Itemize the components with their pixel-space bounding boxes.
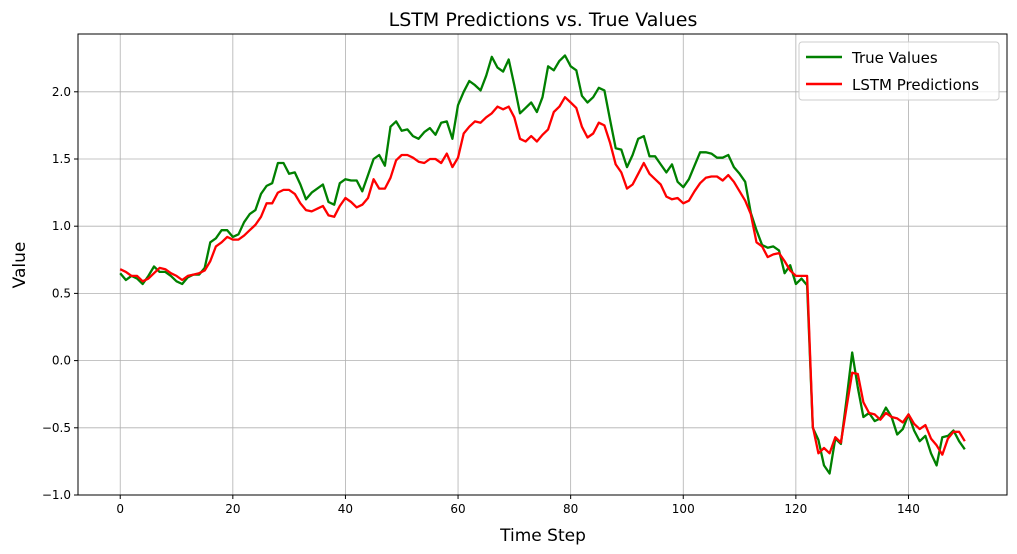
y-axis-label: Value xyxy=(10,242,30,289)
y-tick-label: 0.0 xyxy=(52,354,71,368)
ticks: 0 20 40 60 80 100 120 140 −1.0 −0.5 0.0 0.5 1.0 1.5 2.… xyxy=(42,85,920,516)
y-tick-label: 1.5 xyxy=(52,152,71,166)
series-lines xyxy=(119,54,966,475)
chart-title: LSTM Predictions vs. True Values xyxy=(389,9,698,31)
series-line-true-values xyxy=(119,54,966,475)
x-tick-label: 120 xyxy=(784,502,807,516)
legend: True Values LSTM Predictions xyxy=(798,41,1000,101)
x-tick-label: 100 xyxy=(672,502,695,516)
x-tick-label: 0 xyxy=(116,502,124,516)
grid xyxy=(78,34,1007,496)
y-tick-label: −1.0 xyxy=(42,488,71,502)
x-tick-label: 40 xyxy=(338,502,353,516)
x-tick-label: 80 xyxy=(563,502,578,516)
y-tick-label: −0.5 xyxy=(42,421,71,435)
x-tick-label: 140 xyxy=(897,502,920,516)
plot-frame xyxy=(77,33,1008,496)
x-tick-label: 60 xyxy=(450,502,465,516)
x-axis-label: Time Step xyxy=(499,526,586,546)
y-tick-label: 1.0 xyxy=(52,219,71,233)
legend-box xyxy=(798,41,1000,101)
y-tick-label: 0.5 xyxy=(52,286,71,300)
legend-label-pred: LSTM Predictions xyxy=(852,76,979,94)
y-tick-label: 2.0 xyxy=(52,85,71,99)
series-line-lstm-predictions xyxy=(119,96,966,456)
x-tick-label: 20 xyxy=(225,502,240,516)
legend-label-true: True Values xyxy=(851,49,938,67)
